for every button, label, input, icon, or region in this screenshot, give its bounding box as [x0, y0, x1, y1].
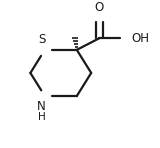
Text: H: H [38, 112, 45, 122]
Text: OH: OH [131, 32, 149, 45]
Text: N: N [37, 100, 46, 113]
Text: S: S [38, 33, 45, 46]
Text: O: O [95, 1, 104, 14]
